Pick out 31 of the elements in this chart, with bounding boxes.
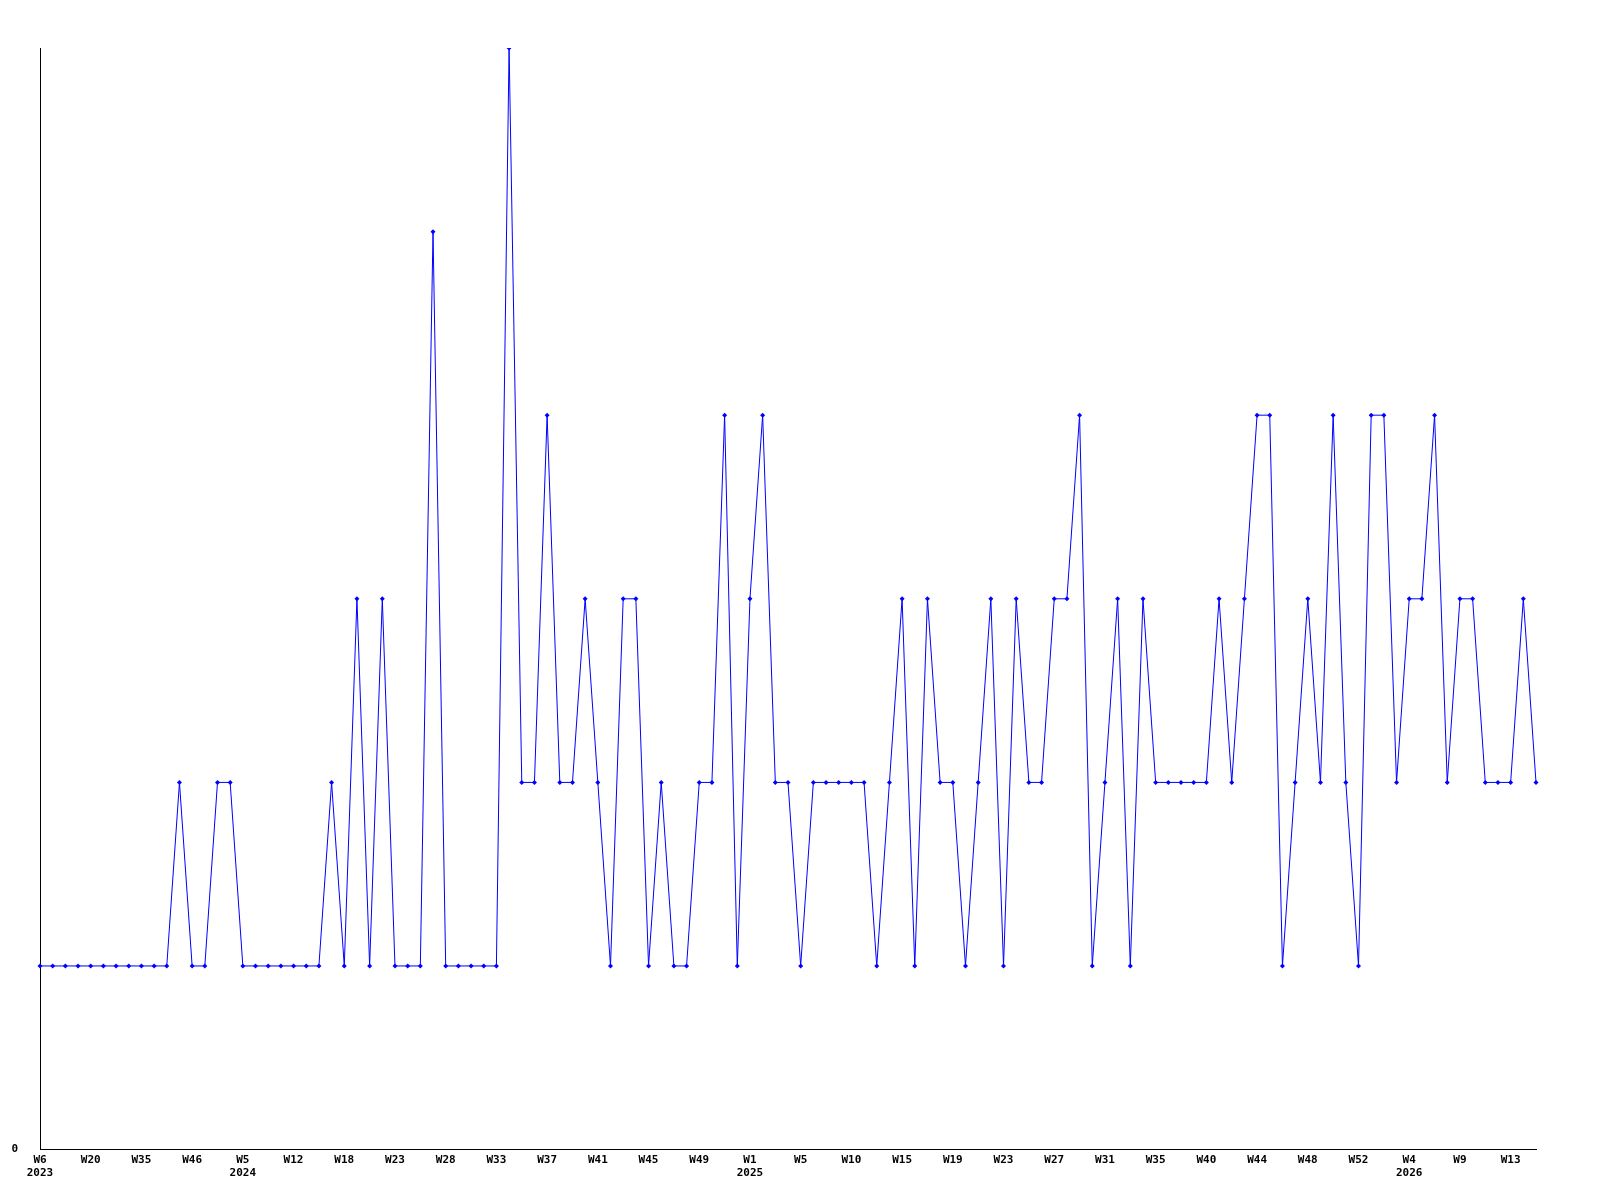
x-tick-label: W31 <box>1095 1153 1116 1167</box>
x-tick-label: W1 2025 <box>736 1153 764 1180</box>
x-tick-label: W41 <box>587 1153 609 1167</box>
x-tick-label: W28 <box>435 1153 456 1167</box>
x-tick-label: W18 <box>334 1153 355 1167</box>
x-tick-label: W13 <box>1500 1153 1521 1167</box>
x-tick-label: W45 <box>638 1153 659 1167</box>
text: 0 <box>11 1142 18 1156</box>
x-tick-label: W27 <box>1044 1153 1065 1167</box>
x-tick-label: W52 <box>1348 1153 1369 1167</box>
x-tick-label: W49 <box>689 1153 710 1167</box>
x-tick-label: W23 <box>385 1153 405 1167</box>
x-tick-label: W35 <box>131 1153 152 1167</box>
x-tick-label: W46 <box>182 1153 203 1167</box>
x-tick-label: W35 <box>1145 1153 1166 1167</box>
x-tick-label: W19 <box>942 1153 963 1167</box>
x-tick-label: W37 <box>537 1153 558 1167</box>
x-tick-label: W12 <box>283 1153 304 1167</box>
x-tick-label: W44 <box>1247 1153 1268 1167</box>
x-tick-label: W4 2026 <box>1395 1153 1423 1180</box>
x-tick-label: W15 <box>892 1153 913 1167</box>
x-tick-label: W6 2023 <box>26 1153 54 1180</box>
x-tick-label: W33 <box>486 1153 507 1167</box>
x-tick-label: W10 <box>841 1153 862 1167</box>
x-tick-label: W5 2024 <box>229 1153 257 1180</box>
x-tick-label: W5 <box>794 1153 808 1167</box>
x-tick-label: W40 <box>1196 1153 1217 1167</box>
x-tick-label: W9 <box>1453 1153 1467 1167</box>
x-tick-label: W48 <box>1297 1153 1318 1167</box>
x-tick-label: W20 <box>80 1153 101 1167</box>
x-tick-label: W23 <box>993 1153 1014 1167</box>
